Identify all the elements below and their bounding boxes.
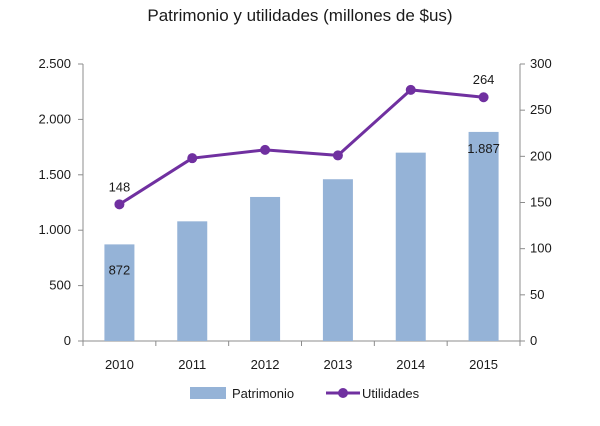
left-tick-label: 1.500 bbox=[38, 167, 71, 182]
legend-label-patrimonio: Patrimonio bbox=[232, 386, 294, 401]
x-tick-label: 2013 bbox=[323, 357, 352, 372]
x-tick-label: 2012 bbox=[251, 357, 280, 372]
x-tick-label: 2014 bbox=[396, 357, 425, 372]
x-tick-label: 2011 bbox=[178, 357, 206, 372]
line-point bbox=[332, 150, 343, 161]
right-tick-label: 0 bbox=[530, 333, 537, 348]
right-tick-label: 150 bbox=[530, 195, 552, 210]
legend-swatch-patrimonio bbox=[190, 387, 226, 399]
bar bbox=[468, 131, 499, 341]
legend-label-utilidades: Utilidades bbox=[362, 386, 420, 401]
right-tick-label: 250 bbox=[530, 102, 552, 117]
line-point bbox=[187, 153, 198, 164]
x-tick-label: 2015 bbox=[469, 357, 498, 372]
left-tick-label: 1.000 bbox=[38, 222, 71, 237]
legend-marker-utilidades bbox=[338, 388, 348, 398]
left-tick-label: 0 bbox=[64, 333, 71, 348]
right-tick-label: 200 bbox=[530, 148, 552, 163]
left-tick-label: 2.000 bbox=[38, 111, 71, 126]
bar bbox=[104, 244, 135, 341]
bar bbox=[177, 221, 208, 341]
data-label: 148 bbox=[109, 179, 131, 194]
chart-title: Patrimonio y utilidades (millones de $us… bbox=[147, 6, 453, 25]
left-tick-label: 2.500 bbox=[38, 56, 71, 71]
axes: 0 500 1.000 1.500 2.000 2.500 0 50 100 150 200 250 3… bbox=[38, 56, 551, 372]
line-point bbox=[405, 84, 416, 95]
right-tick-label: 50 bbox=[530, 287, 544, 302]
data-label: 872 bbox=[109, 262, 131, 277]
bar bbox=[322, 179, 353, 341]
data-label: 264 bbox=[473, 72, 495, 87]
legend: Patrimonio Utilidades bbox=[190, 386, 420, 401]
utilidades-line bbox=[118, 88, 484, 206]
bar bbox=[250, 196, 281, 341]
x-tick-label: 2010 bbox=[105, 357, 134, 372]
right-tick-label: 100 bbox=[530, 241, 552, 256]
data-labels: 872 1.887 148 264 bbox=[109, 72, 500, 277]
line-point bbox=[478, 92, 489, 103]
bar bbox=[395, 152, 426, 341]
right-tick-label: 300 bbox=[530, 56, 552, 71]
data-label: 1.887 bbox=[467, 141, 500, 156]
bar-series-patrimonio bbox=[104, 131, 499, 341]
line-series-utilidades bbox=[114, 84, 489, 210]
left-tick-label: 500 bbox=[49, 278, 71, 293]
line-point bbox=[260, 144, 271, 155]
line-point bbox=[114, 199, 125, 210]
